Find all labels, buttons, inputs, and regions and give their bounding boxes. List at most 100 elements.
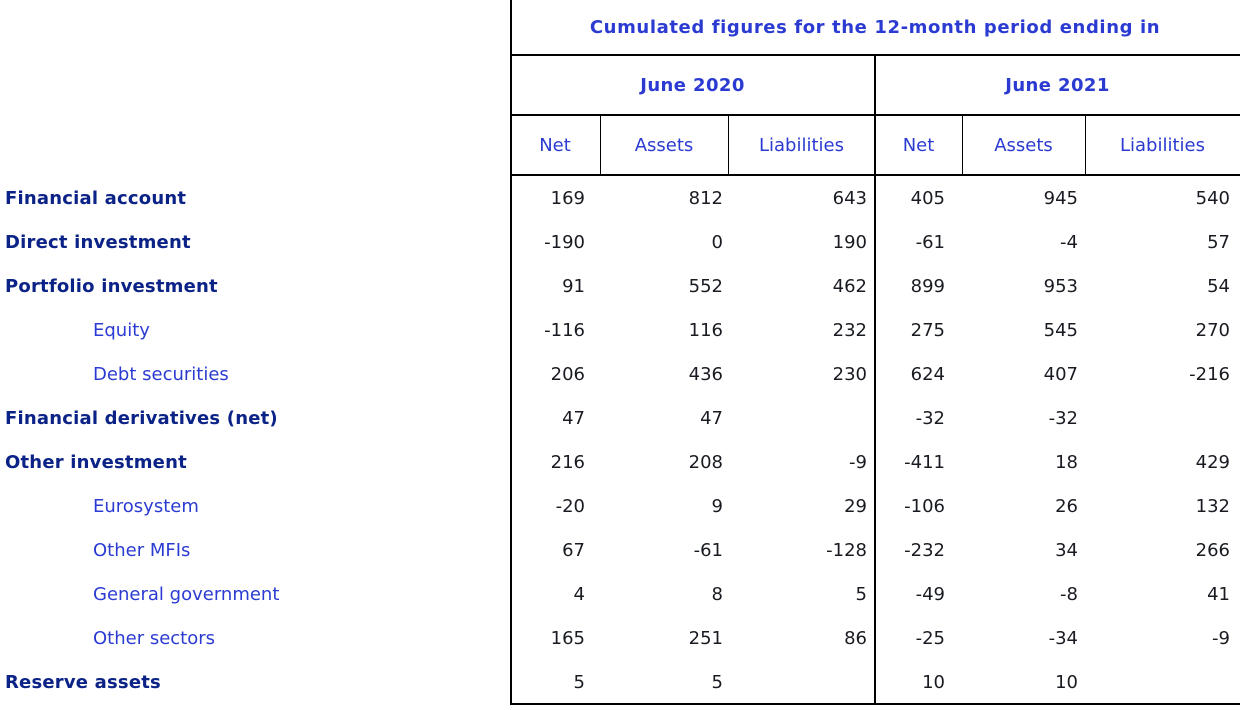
value-cell: 266 [1195, 539, 1230, 561]
value-cell: 899 [910, 275, 945, 297]
value-cell: 9 [711, 495, 723, 517]
row-label: Financial derivatives (net) [5, 407, 278, 429]
column-headers-underline [510, 174, 1240, 176]
value-cell: -8 [1060, 583, 1078, 605]
value-cell: 10 [1055, 671, 1078, 693]
value-cell: -116 [544, 319, 585, 341]
value-cell: 251 [688, 627, 723, 649]
value-cell: 216 [550, 451, 585, 473]
colhead-separator-4 [1085, 116, 1086, 174]
column-header-assets-2020: Assets [634, 134, 694, 156]
table-row: Reserve assets 5 5 10 10 [0, 660, 1240, 704]
table-title: Cumulated figures for the 12-month perio… [589, 16, 1161, 38]
column-header-row: Net Assets Liabilities Net Assets Liabil… [510, 116, 1240, 174]
column-header-liabilities-2020: Liabilities [759, 134, 844, 156]
row-label: Equity [93, 319, 150, 341]
row-label: Other MFIs [93, 539, 191, 561]
row-label: Other investment [5, 451, 187, 473]
colhead-separator-2 [728, 116, 729, 174]
value-cell: 275 [910, 319, 945, 341]
value-cell: 91 [562, 275, 585, 297]
value-cell: 57 [1207, 231, 1230, 253]
value-cell: 624 [910, 363, 945, 385]
colhead-separator-3 [962, 116, 963, 174]
row-label: Financial account [5, 187, 187, 209]
value-cell: -4 [1060, 231, 1078, 253]
value-cell: 165 [550, 627, 585, 649]
value-cell: 812 [688, 187, 723, 209]
value-cell: 5 [711, 671, 723, 693]
colhead-separator-1 [600, 116, 601, 174]
value-cell: 169 [550, 187, 585, 209]
value-cell: -216 [1189, 363, 1230, 385]
value-cell: -61 [915, 231, 945, 253]
table-row: General government 4 8 5 -49 -8 41 [0, 572, 1240, 616]
value-cell: 0 [711, 231, 723, 253]
value-cell: -34 [1048, 627, 1078, 649]
value-cell: 208 [688, 451, 723, 473]
value-cell: 41 [1207, 583, 1230, 605]
value-cell: -32 [1048, 407, 1078, 429]
period-header-row: June 2020 June 2021 [510, 56, 1240, 114]
value-cell: 116 [688, 319, 723, 341]
value-cell: 540 [1195, 187, 1230, 209]
value-cell: 407 [1043, 363, 1078, 385]
value-cell: 190 [832, 231, 867, 253]
value-cell: 8 [711, 583, 723, 605]
value-cell: 10 [922, 671, 945, 693]
row-label: General government [93, 583, 280, 605]
value-cell: 436 [688, 363, 723, 385]
value-cell: -232 [904, 539, 945, 561]
table-row: Other MFIs 67 -61 -128 -232 34 266 [0, 528, 1240, 572]
value-cell: 132 [1195, 495, 1230, 517]
value-cell: 552 [688, 275, 723, 297]
row-label: Other sectors [93, 627, 216, 649]
value-cell: -61 [693, 539, 723, 561]
value-cell: 230 [832, 363, 867, 385]
value-cell: 270 [1195, 319, 1230, 341]
value-cell: -9 [849, 451, 867, 473]
column-header-net-2021: Net [902, 134, 935, 156]
value-cell: 86 [844, 627, 867, 649]
row-label: Direct investment [5, 231, 191, 253]
table-row: Other investment 216 208 -9 -411 18 429 [0, 440, 1240, 484]
row-label: Reserve assets [5, 671, 161, 693]
table-border-mid-vertical [874, 56, 876, 705]
table-border-bottom [510, 703, 1240, 705]
period-june-2020: June 2020 [640, 74, 745, 96]
value-cell: -32 [915, 407, 945, 429]
value-cell: -411 [904, 451, 945, 473]
value-cell: 405 [910, 187, 945, 209]
value-cell: -25 [915, 627, 945, 649]
table-border-left-vertical [510, 0, 512, 705]
row-label: Eurosystem [93, 495, 199, 517]
table-row: Debt securities 206 436 230 624 407 -216 [0, 352, 1240, 396]
value-cell: -106 [904, 495, 945, 517]
column-header-assets-2021: Assets [994, 134, 1053, 156]
value-cell: 643 [832, 187, 867, 209]
value-cell: 34 [1055, 539, 1078, 561]
row-label: Debt securities [93, 363, 229, 385]
table-row: Eurosystem -20 9 29 -106 26 132 [0, 484, 1240, 528]
value-cell: 462 [832, 275, 867, 297]
title-underline [510, 54, 1240, 56]
value-cell: 545 [1043, 319, 1078, 341]
value-cell: 232 [832, 319, 867, 341]
value-cell: 67 [562, 539, 585, 561]
value-cell: 47 [562, 407, 585, 429]
row-label: Portfolio investment [5, 275, 218, 297]
value-cell: 945 [1043, 187, 1078, 209]
value-cell: 29 [844, 495, 867, 517]
value-cell: -190 [544, 231, 585, 253]
value-cell: -128 [826, 539, 867, 561]
value-cell: 5 [855, 583, 867, 605]
value-cell: 5 [573, 671, 585, 693]
value-cell: -9 [1212, 627, 1230, 649]
periods-underline [510, 114, 1240, 116]
value-cell: 4 [573, 583, 585, 605]
value-cell: -49 [915, 583, 945, 605]
value-cell: 206 [550, 363, 585, 385]
value-cell: 47 [700, 407, 723, 429]
table-row: Other sectors 165 251 86 -25 -34 -9 [0, 616, 1240, 660]
